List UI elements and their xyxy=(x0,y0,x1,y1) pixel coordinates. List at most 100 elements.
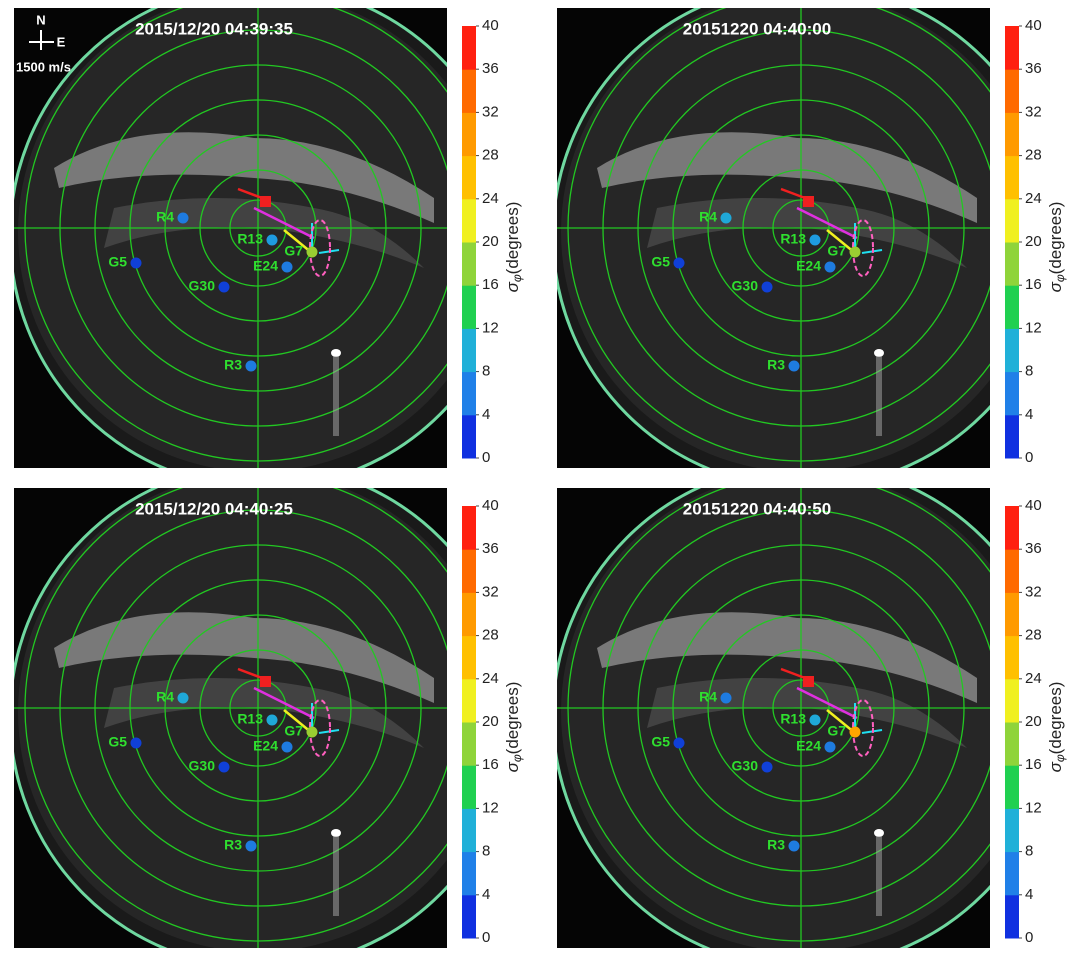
station-dot xyxy=(282,742,293,753)
station-label: R13 xyxy=(237,231,263,247)
colorbar-segment xyxy=(1005,852,1019,896)
station-label: R4 xyxy=(699,689,717,705)
station-label: R3 xyxy=(767,357,785,373)
colorbar-segment xyxy=(1005,679,1019,723)
panel-title: 2015/12/20 04:40:25 xyxy=(135,499,293,518)
colorbar-tick-label: 36 xyxy=(482,540,499,557)
colorbar-segment xyxy=(462,549,476,593)
station-label: G7 xyxy=(284,243,303,259)
colorbar-segment xyxy=(1005,636,1019,680)
light xyxy=(874,349,884,357)
station-dot xyxy=(810,715,821,726)
station-dot xyxy=(850,247,861,258)
compass-east: E xyxy=(57,34,66,49)
colorbar-segment xyxy=(1005,112,1019,156)
station-dot xyxy=(131,258,142,269)
colorbar-tick-label: 4 xyxy=(1025,886,1033,903)
station-dot xyxy=(131,738,142,749)
colorbar-segment xyxy=(462,285,476,329)
colorbar-segment xyxy=(1005,549,1019,593)
compass-scale: 1500 m/s xyxy=(16,59,71,74)
colorbar-label: σφ(degrees) xyxy=(503,202,524,293)
subscript: φ xyxy=(1053,754,1067,762)
station-label: G7 xyxy=(284,723,303,739)
station-dot xyxy=(825,262,836,273)
station-dot xyxy=(282,262,293,273)
panel-title: 20151220 04:40:50 xyxy=(683,499,831,518)
colorbar-tick-label: 8 xyxy=(482,843,490,860)
station-dot xyxy=(219,762,230,773)
station-label: R3 xyxy=(224,837,242,853)
station-dot xyxy=(674,258,685,269)
colorbar-tick-label: 28 xyxy=(482,147,499,164)
colorbar-segment xyxy=(462,679,476,723)
station-dot xyxy=(246,841,257,852)
colorbar-segment xyxy=(462,506,476,550)
colorbar-segment xyxy=(1005,285,1019,329)
light-streak xyxy=(876,356,882,436)
station-label: G30 xyxy=(189,758,216,774)
panel: R4G5G30R13E24G7R32015/12/20 04:40:250481… xyxy=(10,464,524,949)
panel-title: 20151220 04:40:00 xyxy=(683,19,831,38)
colorbar-tick-label: 0 xyxy=(1025,929,1033,946)
station-label: E24 xyxy=(253,258,278,274)
colorbar-tick-label: 36 xyxy=(1025,60,1042,77)
colorbar-tick-label: 12 xyxy=(482,319,499,336)
station-label: E24 xyxy=(253,738,278,754)
light xyxy=(874,829,884,837)
colorbar-tick-label: 40 xyxy=(482,497,499,514)
colorbar-segment xyxy=(462,328,476,372)
station-label: R4 xyxy=(699,209,717,225)
station-dot xyxy=(789,361,800,372)
station-label: G30 xyxy=(189,278,216,294)
panel-title: 2015/12/20 04:39:35 xyxy=(135,19,293,38)
station-label: R4 xyxy=(156,209,174,225)
colorbar-segment xyxy=(462,26,476,70)
station-label: G7 xyxy=(827,723,846,739)
station-label: E24 xyxy=(796,258,821,274)
colorbar-label: σφ(degrees) xyxy=(1046,682,1067,773)
station-dot xyxy=(789,841,800,852)
light-streak xyxy=(333,356,339,436)
station-label: G5 xyxy=(108,254,127,270)
colorbar-tick-label: 16 xyxy=(482,756,499,773)
subscript: φ xyxy=(510,754,524,762)
colorbar-label: σφ(degrees) xyxy=(503,682,524,773)
colorbar-segment xyxy=(462,808,476,852)
station-dot xyxy=(267,235,278,246)
colorbar-segment xyxy=(462,242,476,286)
colorbar-tick-label: 32 xyxy=(1025,103,1042,120)
colorbar-segment xyxy=(1005,895,1019,939)
colorbar-segment xyxy=(462,156,476,200)
unit: (degrees) xyxy=(503,682,522,755)
colorbar-tick-label: 16 xyxy=(482,276,499,293)
colorbar-segment xyxy=(1005,199,1019,243)
colorbar-tick-label: 20 xyxy=(482,713,499,730)
colorbar-tick-label: 24 xyxy=(1025,190,1042,207)
colorbar-tick-label: 40 xyxy=(1025,17,1042,34)
colorbar-tick-label: 4 xyxy=(1025,406,1033,423)
station-label: G5 xyxy=(651,254,670,270)
colorbar-tick-label: 20 xyxy=(1025,713,1042,730)
colorbar-tick-label: 0 xyxy=(1025,449,1033,466)
compass-north: N xyxy=(36,12,45,27)
colorbar-tick-label: 0 xyxy=(482,449,490,466)
station-label: R13 xyxy=(780,711,806,727)
light-streak xyxy=(876,836,882,916)
colorbar-tick-label: 28 xyxy=(1025,627,1042,644)
unit: (degrees) xyxy=(1046,682,1065,755)
colorbar-tick-label: 8 xyxy=(1025,363,1033,380)
colorbar-segment xyxy=(1005,69,1019,113)
colorbar-tick-label: 16 xyxy=(1025,756,1042,773)
station-dot xyxy=(246,361,257,372)
colorbar-tick-label: 40 xyxy=(1025,497,1042,514)
colorbar-tick-label: 40 xyxy=(482,17,499,34)
station-label: G5 xyxy=(651,734,670,750)
station-dot xyxy=(762,282,773,293)
station-dot xyxy=(178,213,189,224)
station-label: G30 xyxy=(732,278,759,294)
colorbar-segment xyxy=(462,852,476,896)
colorbar-tick-label: 32 xyxy=(482,103,499,120)
